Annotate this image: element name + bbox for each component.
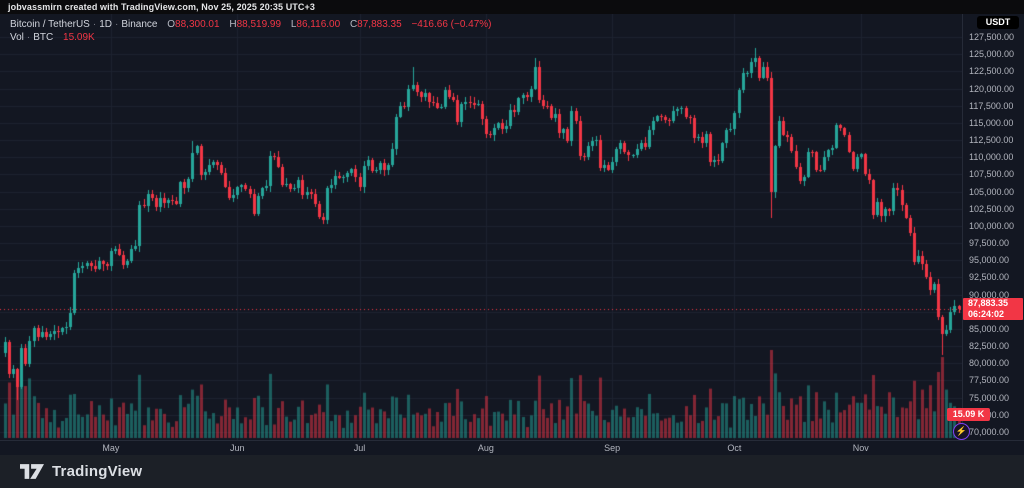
legend-separator: · [92,19,97,30]
price-tick-label: 115,000.00 [969,117,1014,128]
close-value: 87,883.35 [357,19,402,30]
exchange-label: Binance [121,19,158,30]
price-tick-label: 95,000.00 [969,255,1010,266]
price-tick-label: 100,000.00 [969,220,1015,231]
low-value: 86,116.00 [296,19,341,30]
attribution-bar: jobvassmirn created with TradingView.com… [0,0,1024,14]
chart-legend: Bitcoin / TetherUS · 1D · Binance O88,300.01… [10,18,492,44]
open-label: O [167,19,176,30]
high-label: H [229,19,237,30]
volume-label: Vol [10,32,24,43]
countdown-timer: 06:24:02 [968,309,1005,320]
time-tick-label: Oct [727,443,742,453]
price-tick-label: 110,000.00 [969,152,1014,163]
time-tick-label: Jul [353,443,366,453]
price-tick-label: 82,500.00 [969,341,1010,352]
currency-toggle-button[interactable]: USDT [977,16,1019,29]
last-price-value: 87,883.35 [968,298,1009,309]
open-value: 88,300.01 [175,19,220,30]
time-tick-label: May [102,443,120,453]
price-tick-label: 92,500.00 [969,272,1010,283]
price-tick-label: 102,500.00 [969,203,1015,214]
high-value: 88,519.99 [236,19,282,30]
close-label: C [349,19,358,30]
legend-volume-row: Vol · BTC 15.09K [10,31,492,44]
price-tick-label: 85,000.00 [969,323,1010,334]
volume-value: 15.09K [63,32,95,43]
time-tick-label: Nov [852,443,869,453]
time-tick-label: Jun [230,443,245,453]
price-tick-label: 70,000.00 [969,427,1010,437]
chart-region: Bitcoin / TetherUS · 1D · Binance O88,300.01… [0,14,1024,455]
interval-label[interactable]: 1D [99,19,112,30]
legend-separator: · [115,19,119,30]
time-tick-label: Sep [604,443,621,453]
time-scale[interactable]: May Jun Jul Aug Sep Oct Nov [0,440,1024,455]
low-label: L [290,19,297,30]
footer: TradingView [0,455,1024,488]
last-price-badge: 87,883.35 06:24:02 [963,298,1023,321]
legend-separator: · [26,32,31,43]
price-tick-label: 105,000.00 [969,186,1015,197]
tradingview-wordmark[interactable]: TradingView [52,463,143,480]
change-value: −416.66 (−0.47%) [411,19,492,30]
legend-symbol-row[interactable]: Bitcoin / TetherUS · 1D · Binance O88,300.01… [10,18,492,31]
price-tick-label: 97,500.00 [969,238,1010,249]
symbol-title[interactable]: Bitcoin / TetherUS [10,19,90,30]
price-tick-label: 107,500.00 [969,169,1015,180]
price-tick-label: 117,500.00 [969,100,1014,111]
attribution-text: jobvassmirn created with TradingView.com… [8,2,315,12]
price-tick-label: 125,000.00 [969,49,1015,60]
price-tick-label: 122,500.00 [969,66,1015,77]
price-tick-label: 80,000.00 [969,358,1010,369]
price-tick-label: 77,500.00 [969,375,1010,386]
price-tick-label: 112,500.00 [969,135,1014,146]
price-tick-label: 75,000.00 [969,392,1010,403]
lightning-icon: ⚡ [955,426,968,436]
price-tick-label: 127,500.00 [969,32,1015,42]
time-tick-label: Aug [477,443,494,453]
tradingview-logo-icon[interactable] [20,464,44,479]
boost-lightning-button[interactable]: ⚡ [953,423,970,440]
volume-unit: BTC [33,32,54,43]
price-tick-label: 90,000.00 [969,289,1010,300]
price-scale[interactable]: 127,500.00 125,000.00 122,500.00 120,000.00… [962,14,1024,440]
price-chart-canvas[interactable] [0,14,962,440]
volume-badge: 15.09 K [947,408,990,422]
price-tick-label: 120,000.00 [969,83,1015,94]
